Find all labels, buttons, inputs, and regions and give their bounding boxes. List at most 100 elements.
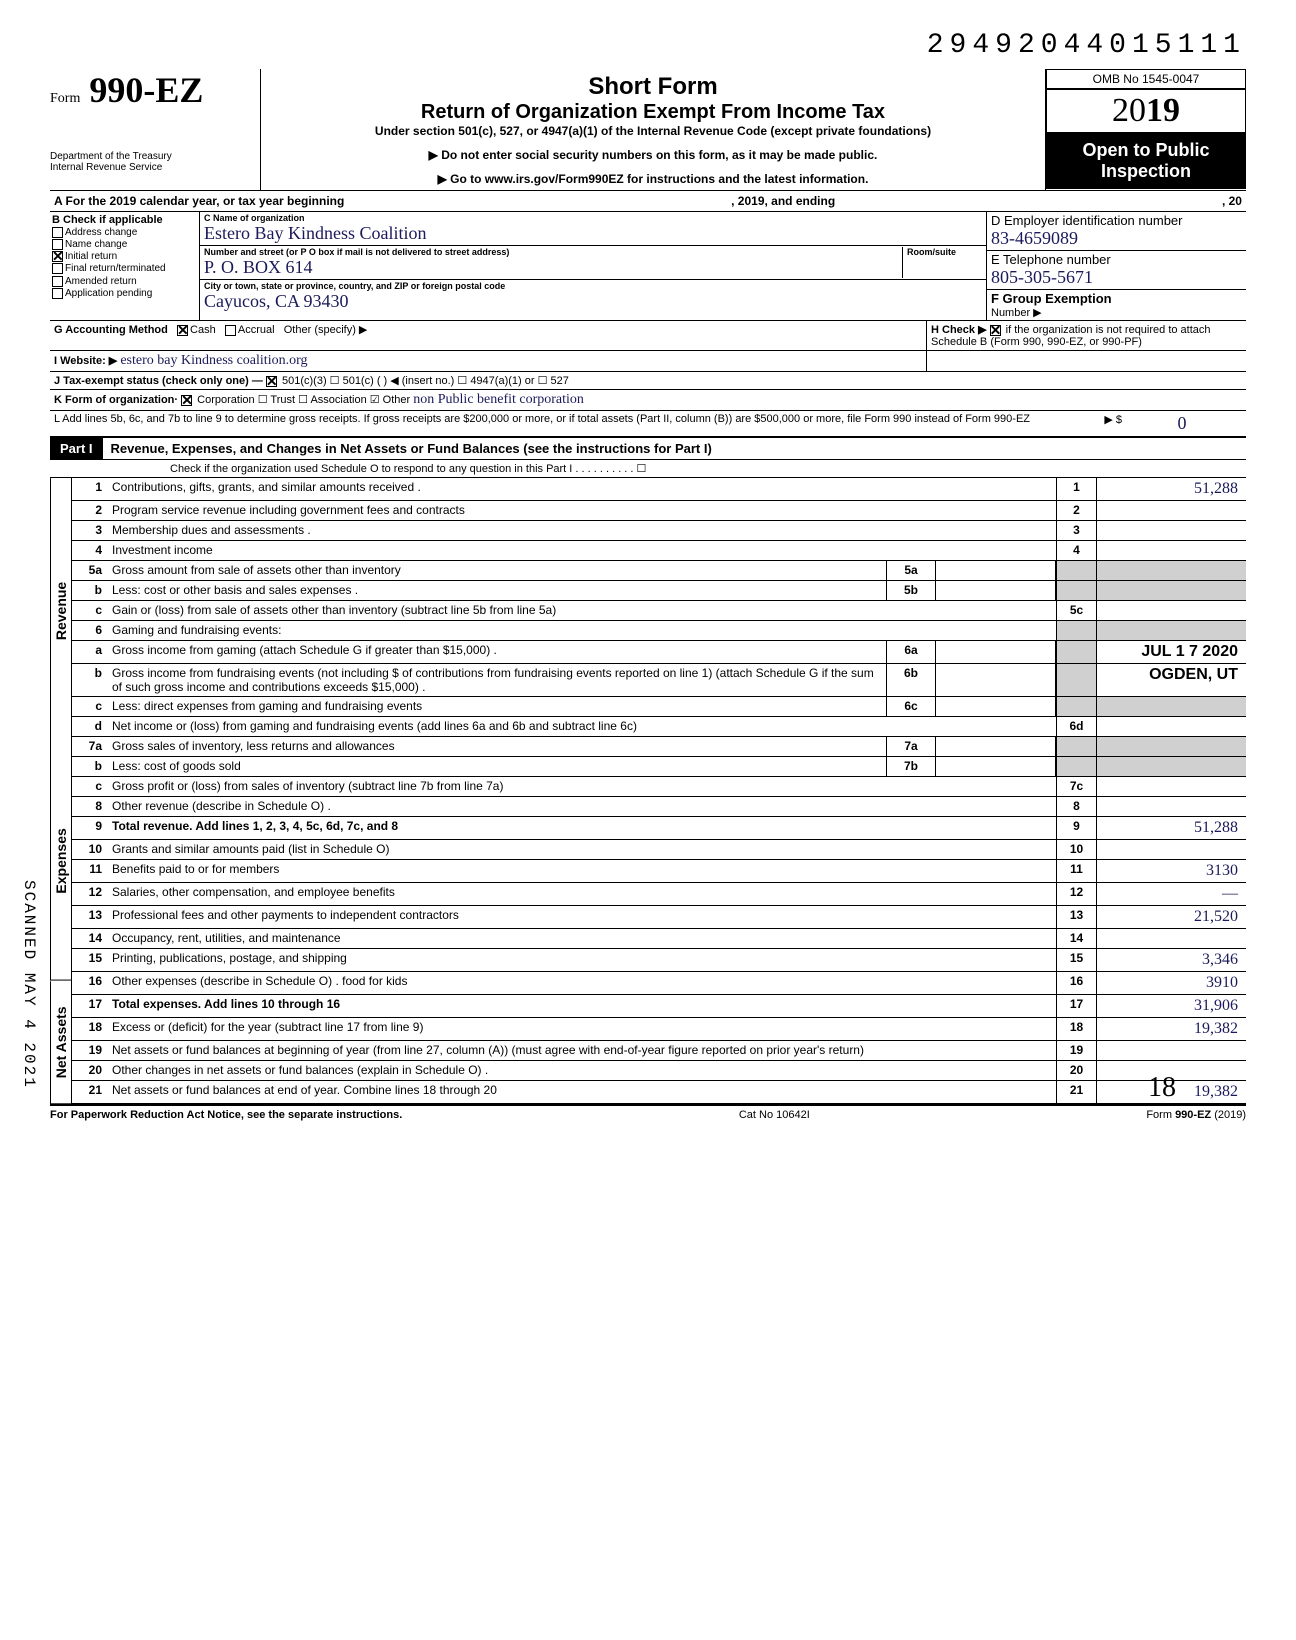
part-1-label: Part I [50, 438, 103, 459]
line-num: 2 [72, 501, 108, 520]
chk-corporation[interactable] [181, 395, 192, 406]
val-box [1096, 697, 1246, 716]
open-public-2: Inspection [1101, 161, 1191, 181]
tax-exempt-opts: 501(c)(3) ☐ 501(c) ( ) ◀ (insert no.) ☐ … [282, 375, 569, 387]
num-box: 5c [1056, 601, 1096, 620]
mid-num: 7b [886, 757, 936, 776]
val-box [1096, 541, 1246, 560]
line-row-d: dNet income or (loss) from gaming and fu… [72, 717, 1246, 737]
subtitle: Under section 501(c), 527, or 4947(a)(1)… [269, 124, 1037, 138]
open-public-1: Open to Public [1082, 140, 1209, 160]
h-label: H Check ▶ [931, 324, 987, 336]
num-box-shaded [1056, 757, 1096, 776]
line-num: a [72, 641, 108, 663]
group-exempt-label: F Group Exemption [991, 291, 1112, 306]
line-num: 13 [72, 906, 108, 928]
line-row-5a: 5aGross amount from sale of assets other… [72, 561, 1246, 581]
line-row-11: 11Benefits paid to or for members113130 [72, 860, 1246, 883]
val-box: OGDEN, UT [1096, 664, 1246, 696]
line-text: Gain or (loss) from sale of assets other… [108, 601, 1056, 620]
tax-exempt-label: J Tax-exempt status (check only one) — [54, 375, 263, 387]
line-text: Excess or (deficit) for the year (subtra… [108, 1018, 1056, 1040]
line-row-b: bGross income from fundraising events (n… [72, 664, 1246, 697]
chk-501c3[interactable] [266, 376, 277, 387]
line-l-text: L Add lines 5b, 6c, and 7b to line 9 to … [54, 413, 1104, 434]
num-box: 1 [1056, 478, 1096, 500]
num-box: 7c [1056, 777, 1096, 796]
line-a-left: A For the 2019 calendar year, or tax yea… [54, 194, 344, 208]
line-text: Gross income from gaming (attach Schedul… [108, 641, 886, 663]
num-box-shaded [1056, 641, 1096, 663]
line-row-4: 4Investment income4 [72, 541, 1246, 561]
line-row-16: 16Other expenses (describe in Schedule O… [72, 972, 1246, 995]
chk-address-change[interactable]: Address change [52, 227, 197, 238]
accounting-method-label: G Accounting Method [54, 324, 168, 336]
expenses-label: Expenses [50, 743, 71, 981]
part-1-check-line: Check if the organization used Schedule … [50, 460, 1246, 478]
line-num: 9 [72, 817, 108, 839]
part-1-title: Revenue, Expenses, and Changes in Net As… [111, 441, 712, 456]
val-box: 21,520 [1096, 906, 1246, 928]
line-num: 5a [72, 561, 108, 580]
line-row-15: 15Printing, publications, postage, and s… [72, 949, 1246, 972]
line-num: 6 [72, 621, 108, 640]
num-box: 3 [1056, 521, 1096, 540]
line-text: Grants and similar amounts paid (list in… [108, 840, 1056, 859]
scanned-stamp: SCANNED MAY 4 2021 [20, 880, 38, 1089]
val-box: 3910 [1096, 972, 1246, 994]
title-box: Short Form Return of Organization Exempt… [260, 69, 1046, 190]
chk-initial-return[interactable]: Initial return [52, 251, 197, 262]
num-box: 13 [1056, 906, 1096, 928]
phone-label: E Telephone number [991, 252, 1242, 267]
line-num: 17 [72, 995, 108, 1017]
num-box: 16 [1056, 972, 1096, 994]
mid-num: 5a [886, 561, 936, 580]
mid-num: 6a [886, 641, 936, 663]
line-row-18: 18Excess or (deficit) for the year (subt… [72, 1018, 1246, 1041]
num-box-shaded [1056, 581, 1096, 600]
chk-name-change[interactable]: Name change [52, 239, 197, 250]
val-box [1096, 797, 1246, 816]
form-org-hand: non Public benefit corporation [413, 392, 584, 407]
val-box [1096, 929, 1246, 948]
line-num: b [72, 757, 108, 776]
line-row-3: 3Membership dues and assessments .3 [72, 521, 1246, 541]
page-signature: 18 [1148, 1072, 1176, 1104]
ein-label: D Employer identification number [991, 213, 1242, 228]
omb-number: OMB No 1545-0047 [1046, 69, 1246, 89]
line-text: Salaries, other compensation, and employ… [108, 883, 1056, 905]
num-box: 15 [1056, 949, 1096, 971]
main-title: Return of Organization Exempt From Incom… [269, 101, 1037, 124]
ein-value: 83-4659089 [991, 228, 1242, 249]
num-box: 4 [1056, 541, 1096, 560]
lines-grid: Revenue Expenses Net Assets 1Contributio… [50, 478, 1246, 1104]
line-row-2: 2Program service revenue including gover… [72, 501, 1246, 521]
section-c: C Name of organization Estero Bay Kindne… [200, 212, 986, 320]
line-row-c: cLess: direct expenses from gaming and f… [72, 697, 1246, 717]
chk-cash[interactable] [177, 325, 188, 336]
group-exempt-sub: Number ▶ [991, 306, 1242, 319]
chk-final-return[interactable]: Final return/terminated [52, 263, 197, 274]
val-box [1096, 581, 1246, 600]
row-l: L Add lines 5b, 6c, and 7b to line 9 to … [50, 411, 1246, 437]
line-a: A For the 2019 calendar year, or tax yea… [50, 190, 1246, 212]
line-row-b: bLess: cost or other basis and sales exp… [72, 581, 1246, 601]
chk-amended-return[interactable]: Amended return [52, 276, 197, 287]
val-box: — [1096, 883, 1246, 905]
line-row-c: cGain or (loss) from sale of assets othe… [72, 601, 1246, 621]
section-def: D Employer identification number 83-4659… [986, 212, 1246, 320]
line-row-c: cGross profit or (loss) from sales of in… [72, 777, 1246, 797]
mid-val [936, 737, 1056, 756]
revenue-label: Revenue [50, 478, 71, 743]
num-box: 21 [1056, 1081, 1096, 1103]
line-num: 8 [72, 797, 108, 816]
mid-val [936, 561, 1056, 580]
short-form-title: Short Form [269, 73, 1037, 101]
addr-label: Number and street (or P O box if mail is… [204, 247, 902, 257]
val-box [1096, 521, 1246, 540]
chk-accrual[interactable] [225, 325, 236, 336]
num-box-shaded [1056, 697, 1096, 716]
chk-application-pending[interactable]: Application pending [52, 288, 197, 299]
line-num: 3 [72, 521, 108, 540]
chk-schedule-b[interactable] [990, 325, 1001, 336]
